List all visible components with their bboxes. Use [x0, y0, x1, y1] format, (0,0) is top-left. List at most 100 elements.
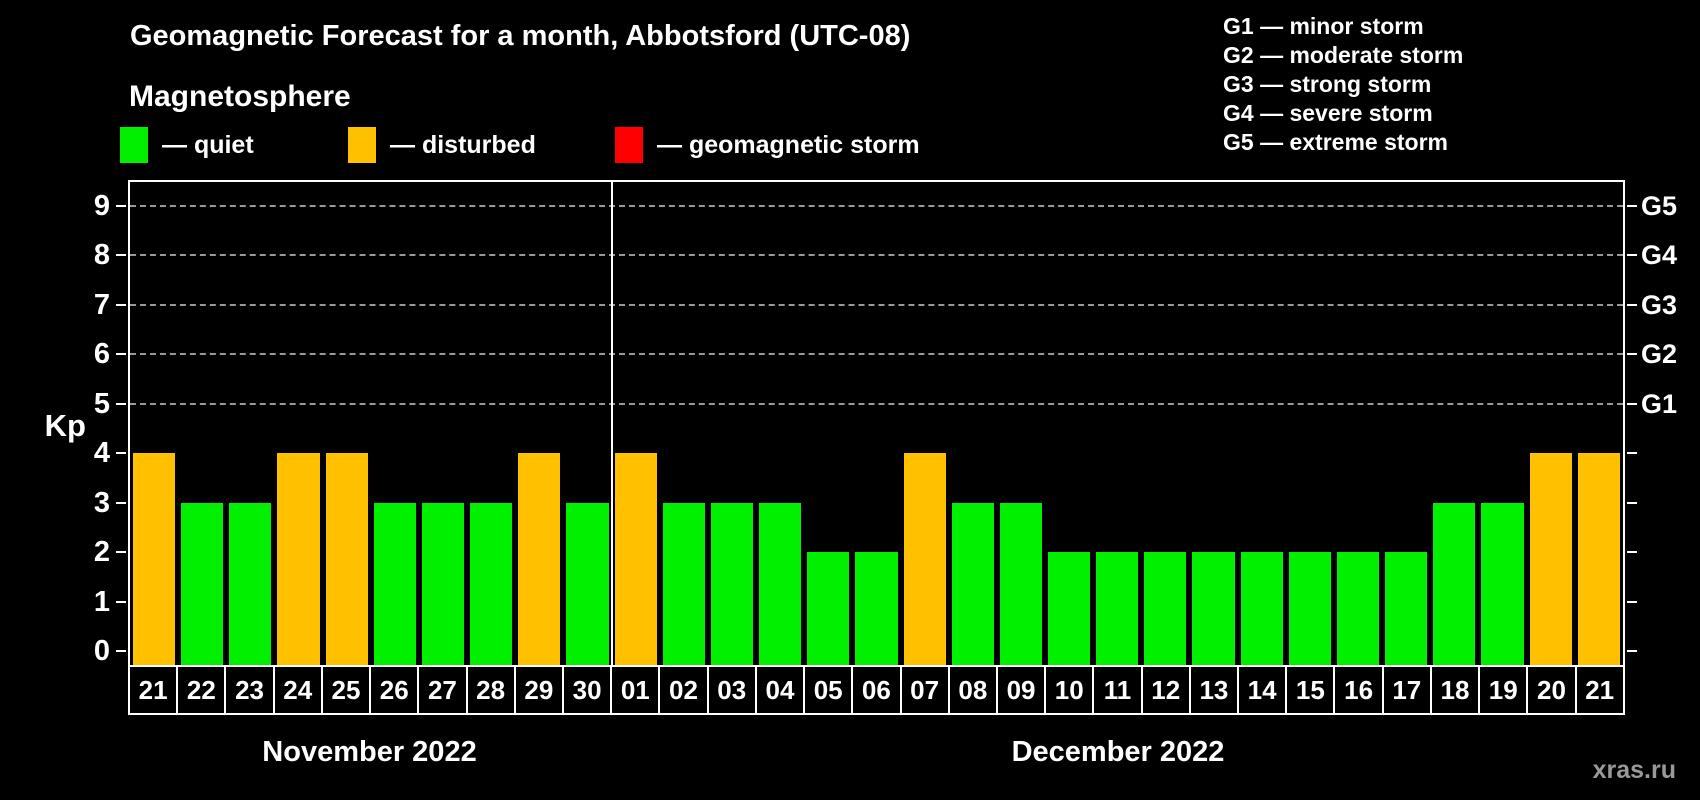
date-cell: 26 — [369, 665, 420, 715]
kp-bar — [470, 502, 513, 665]
gridline — [130, 254, 1623, 256]
y-axis-tick-label: 5 — [93, 387, 110, 420]
y-axis-tick-label: 7 — [93, 288, 110, 321]
month-separator-line — [610, 182, 613, 665]
date-cell: 04 — [754, 665, 806, 715]
bars — [130, 182, 1623, 665]
date-cell: 21 — [128, 665, 179, 715]
legend-label-disturbed: — disturbed — [390, 130, 536, 159]
day-slot — [515, 182, 563, 665]
kp-bar — [1047, 552, 1091, 665]
storm-scale-item-g5: G5 — extreme storm — [1223, 129, 1448, 155]
date-cell: 20 — [1526, 665, 1577, 715]
right-axis-tick — [1627, 501, 1637, 504]
g-scale-axis-label: G3 — [1641, 289, 1678, 320]
kp-bar — [759, 502, 802, 665]
gridline — [130, 402, 1623, 405]
g-scale-axis-label: G1 — [1641, 388, 1678, 419]
kp-bar — [518, 453, 561, 665]
left-axis-tick — [116, 452, 126, 454]
left-axis-tick — [116, 204, 126, 207]
day-slot — [852, 182, 900, 665]
left-axis-tick — [116, 303, 126, 306]
date-cell: 01 — [610, 665, 661, 715]
g-scale-axis-label: G2 — [1641, 339, 1678, 369]
date-cell: 12 — [1140, 665, 1191, 715]
date-cell: 03 — [706, 665, 757, 715]
day-slot — [467, 182, 515, 665]
y-axis-tick-label: 4 — [93, 437, 110, 469]
y-axis-tick-label: 9 — [93, 189, 110, 222]
kp-bar — [1192, 552, 1235, 665]
day-slot — [1478, 182, 1526, 665]
date-axis-row: 21 22 23 24 25 26 27 28 29 30 01 02 03 04 05 06 07 08 09 10… — [128, 665, 1625, 715]
storm-scale-legend: G1 — minor storm G2 — moderate storm G3 … — [1223, 12, 1463, 157]
storm-color-swatch-icon — [615, 127, 643, 163]
kp-bar — [855, 552, 898, 665]
day-slot — [1093, 182, 1141, 665]
storm-scale-item-g4: G4 — severe storm — [1223, 100, 1433, 126]
date-cell: 23 — [224, 665, 275, 715]
day-slot — [371, 182, 419, 665]
kp-bar — [373, 502, 416, 665]
quiet-color-swatch-icon — [120, 127, 148, 163]
kp-bar — [1096, 552, 1139, 665]
day-slot — [1141, 182, 1189, 665]
date-cell: 28 — [465, 665, 516, 715]
kp-bar — [662, 502, 705, 665]
storm-scale-item-g1: G1 — minor storm — [1223, 13, 1424, 39]
date-cell: 11 — [1092, 665, 1143, 715]
day-slot — [708, 182, 756, 665]
kp-bar — [421, 502, 465, 665]
month-label-november: November 2022 — [262, 736, 477, 768]
kp-bar — [951, 502, 994, 665]
kp-bar — [1529, 453, 1572, 665]
plot-area — [128, 180, 1625, 667]
date-cell: 22 — [176, 665, 227, 715]
kp-bar — [1144, 552, 1187, 665]
storm-scale-item-g2: G2 — moderate storm — [1223, 42, 1464, 68]
day-slot — [756, 182, 804, 665]
kp-bar — [999, 502, 1042, 665]
kp-bar — [133, 453, 176, 665]
day-slot — [1430, 182, 1478, 665]
date-cell: 27 — [417, 665, 468, 715]
kp-bar — [614, 453, 657, 665]
right-axis-tick — [1627, 600, 1637, 603]
day-slot — [612, 182, 660, 665]
kp-bar — [566, 502, 609, 665]
day-slot — [274, 182, 322, 665]
day-slot — [563, 182, 611, 665]
kp-bar — [1433, 502, 1476, 665]
date-cell: 17 — [1381, 665, 1432, 715]
chart-title: Geomagnetic Forecast for a month, Abbots… — [130, 20, 911, 52]
legend-item-quiet: — quiet — [120, 124, 254, 166]
date-cell: 15 — [1285, 665, 1336, 715]
day-slot — [1045, 182, 1093, 665]
day-slot — [130, 182, 178, 665]
kp-bar — [1288, 552, 1331, 665]
left-axis-tick — [116, 254, 126, 256]
gridline — [130, 353, 1623, 355]
day-slot — [323, 182, 371, 665]
kp-bar — [903, 453, 946, 665]
date-cell: 24 — [272, 665, 323, 715]
right-axis-tick — [1627, 303, 1637, 306]
date-cell: 10 — [1044, 665, 1095, 715]
day-slot — [1238, 182, 1286, 665]
left-axis-tick — [116, 600, 126, 603]
date-cell: 16 — [1333, 665, 1384, 715]
day-slot — [419, 182, 467, 665]
right-axis-tick — [1627, 254, 1637, 256]
day-slot — [901, 182, 949, 665]
date-cell: 21 — [1574, 665, 1625, 715]
y-axis-tick-label: 8 — [93, 239, 110, 271]
y-axis-tick-label: 1 — [93, 585, 110, 618]
right-axis-tick — [1627, 402, 1637, 405]
day-slot — [997, 182, 1045, 665]
legend-item-disturbed: — disturbed — [348, 124, 536, 166]
date-cell: 13 — [1188, 665, 1240, 715]
y-axis-tick-label: 3 — [93, 486, 110, 519]
day-slot — [226, 182, 274, 665]
